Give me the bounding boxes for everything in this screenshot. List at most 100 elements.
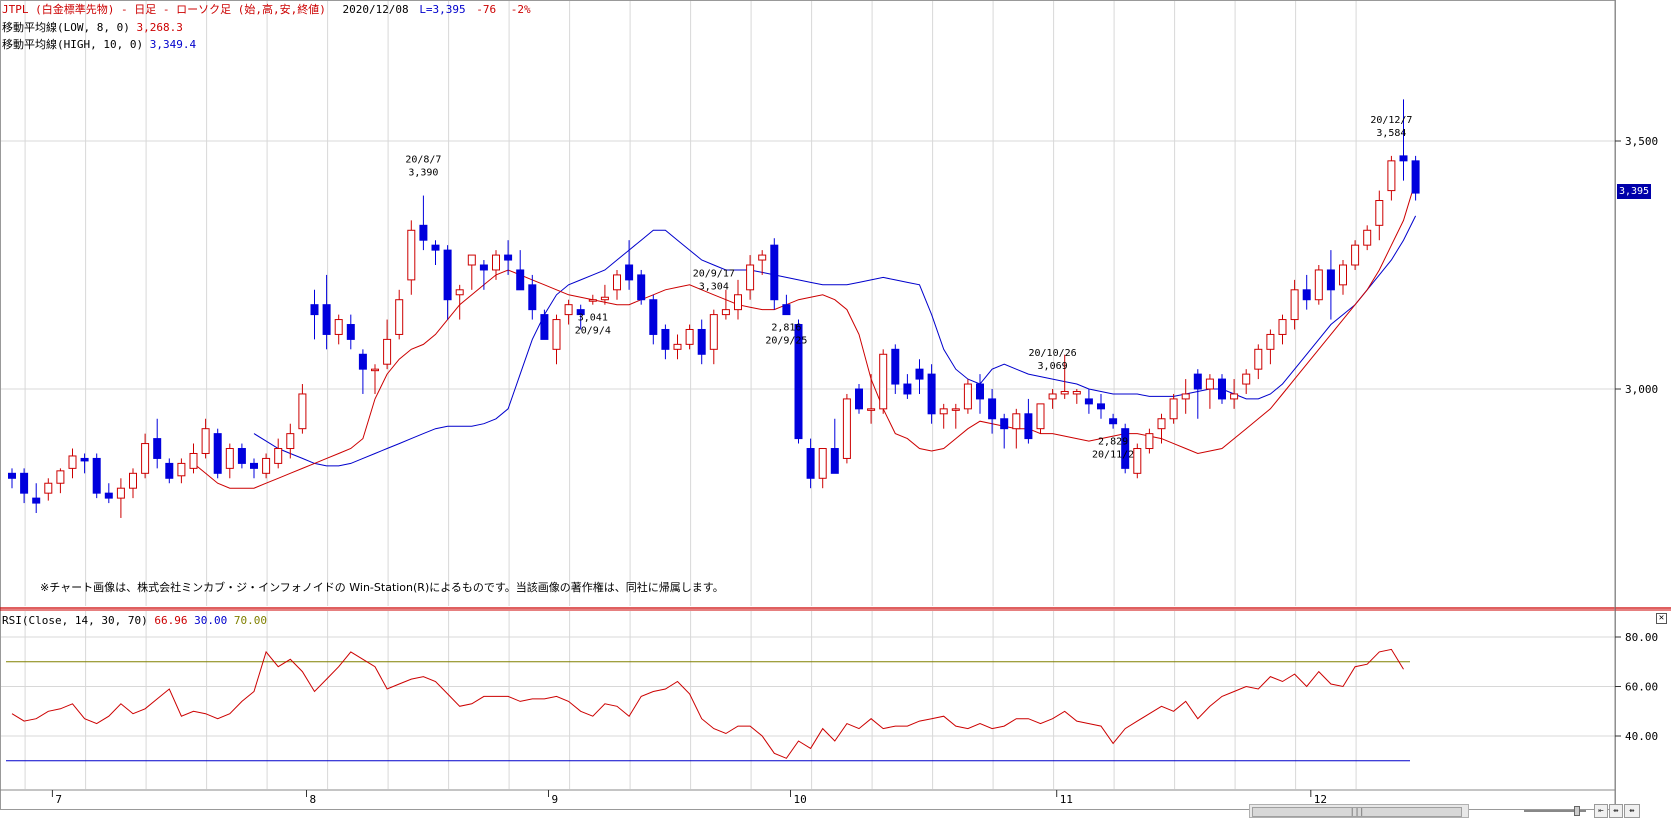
- candle-body: [189, 452, 198, 469]
- annotation-value: 3,041: [578, 313, 608, 324]
- zoom-track: [1524, 810, 1586, 812]
- rsi-low: 30.00: [194, 614, 228, 627]
- rsi-y-tick-label: 80.00: [1625, 631, 1658, 644]
- horizontal-scrollbar[interactable]: |||: [1249, 804, 1469, 818]
- scrollbar-thumb[interactable]: |||: [1252, 807, 1462, 817]
- annotation-value: 3,390: [408, 168, 438, 179]
- candle-body: [879, 353, 888, 410]
- annotation-date: 20/8/7: [405, 155, 441, 166]
- candle-body: [552, 319, 561, 350]
- candle-body: [576, 309, 585, 316]
- zoom-in-icon[interactable]: ⇤: [1594, 804, 1608, 818]
- candle-body: [407, 229, 416, 281]
- candle-body: [528, 284, 537, 311]
- annotation-date: 20/9/25: [765, 336, 807, 347]
- candle-body: [1326, 269, 1335, 291]
- annotation-date: 20/10/26: [1029, 348, 1077, 359]
- candle-body: [939, 408, 948, 415]
- candle-body: [540, 314, 549, 340]
- candle-body: [600, 296, 609, 301]
- rsi-y-tick-label: 60.00: [1625, 681, 1658, 694]
- candle-body: [1375, 200, 1384, 226]
- candle-body: [1109, 418, 1118, 425]
- ma-low-legend: 移動平均線(LOW, 8, 0) 3,268.3: [2, 21, 183, 35]
- candle-body: [1278, 319, 1287, 335]
- candle-body: [346, 324, 355, 340]
- candle-body: [104, 492, 113, 499]
- candle-body: [588, 299, 597, 302]
- candle-body: [1121, 428, 1130, 469]
- candle-body: [1036, 403, 1045, 430]
- candle-body: [201, 428, 210, 454]
- header-last: L=3,395: [419, 3, 466, 16]
- candle-body: [1302, 289, 1311, 301]
- candle-body: [1339, 264, 1347, 286]
- candle-body: [988, 398, 997, 420]
- candle-body: [68, 455, 77, 469]
- rsi-grid: [0, 611, 1615, 789]
- candle-body: [1230, 393, 1239, 400]
- candle-body: [177, 462, 186, 477]
- x-month-label: 7: [55, 793, 62, 806]
- candle-body: [758, 254, 767, 261]
- rsi-line: [11, 648, 1404, 759]
- zoom-slider[interactable]: [1520, 805, 1590, 817]
- candle-body: [661, 328, 670, 350]
- candle-body: [1242, 373, 1251, 385]
- zoom-out-icon[interactable]: ⇹: [1609, 804, 1623, 818]
- annotation-value: 3,584: [1376, 128, 1406, 139]
- candle-body: [709, 314, 718, 350]
- candle-body: [818, 448, 827, 479]
- zoom-knob[interactable]: [1574, 806, 1580, 816]
- candle-body: [1290, 289, 1299, 321]
- rsi-label: RSI(Close, 14, 30, 70): [2, 614, 148, 627]
- candle-body: [455, 289, 464, 296]
- candle-body: [1097, 403, 1105, 410]
- candle-body: [915, 368, 924, 380]
- candle-body: [1157, 418, 1166, 430]
- annotation-date: 20/11/2: [1092, 450, 1134, 461]
- candle-body: [116, 487, 125, 499]
- candle-body: [165, 462, 174, 479]
- candle-body: [1254, 348, 1263, 370]
- candle-body: [734, 294, 742, 311]
- candle-body: [1012, 413, 1021, 430]
- x-month-label: 9: [552, 793, 559, 806]
- rsi-y-tick-label: 40.00: [1625, 730, 1658, 743]
- candle-body: [237, 448, 246, 464]
- ma-high-value: 3,349.4: [149, 38, 197, 51]
- candle-body: [867, 408, 876, 411]
- candle-body: [92, 457, 101, 494]
- candle-body: [467, 254, 476, 266]
- annotation-date: 20/9/4: [575, 326, 611, 337]
- annotation-value: 3,304: [699, 282, 729, 293]
- candle-body: [334, 319, 343, 335]
- price-grid: [0, 0, 1615, 606]
- candle-body: [770, 244, 779, 301]
- ma-low-line: [193, 180, 1417, 489]
- candle-body: [504, 254, 513, 261]
- candle-body: [298, 393, 307, 430]
- candle-body: [976, 383, 984, 400]
- candle-body: [286, 433, 295, 450]
- rsi-value: 66.96: [154, 614, 188, 627]
- candle-body: [891, 348, 900, 385]
- candle-body: [1169, 398, 1178, 420]
- candle-body: [358, 353, 367, 370]
- y-tick-label: 3,000: [1625, 383, 1658, 396]
- rsi-close-icon[interactable]: ✕: [1656, 613, 1667, 624]
- candle-body: [1387, 160, 1396, 192]
- candle-body: [129, 472, 137, 489]
- y-tick-label: 3,500: [1625, 135, 1658, 148]
- candle-body: [479, 264, 488, 271]
- candle-body: [56, 470, 65, 484]
- candle-body: [1218, 378, 1226, 400]
- candle-body: [32, 497, 41, 504]
- candle-body: [431, 244, 440, 251]
- rsi-high: 70.00: [233, 614, 267, 627]
- fit-icon[interactable]: ⇻: [1624, 804, 1640, 818]
- ma-high-legend: 移動平均線(HIGH, 10, 0) 3,349.4: [2, 38, 196, 52]
- candle-body: [1363, 229, 1372, 246]
- rsi-plot: [6, 648, 1410, 762]
- ma-low-label: 移動平均線(LOW, 8, 0): [2, 21, 130, 34]
